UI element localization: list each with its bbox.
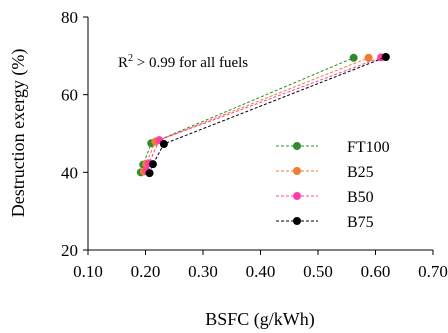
x-tick-label: 0.40 [246, 262, 276, 281]
series-layer [136, 52, 390, 178]
annotation-superscript: 2 [128, 53, 133, 64]
series-b25 [139, 53, 373, 176]
series-line [149, 56, 387, 174]
x-tick-label: 0.50 [303, 262, 333, 281]
annotation-prefix: R [118, 55, 128, 71]
data-point [148, 160, 157, 169]
x-ticks: 0.10 0.20 0.30 0.40 0.50 0.60 0.70 [73, 250, 448, 281]
legend-item-b75: B75 [276, 214, 374, 231]
y-axis-title: Destruction exergy (%) [8, 49, 29, 218]
legend-marker [293, 192, 301, 200]
series-line [140, 57, 354, 173]
y-tick-label: 60 [61, 86, 78, 105]
series-ft100 [136, 53, 358, 177]
data-point [145, 169, 154, 178]
annotation: R2 > 0.99 for all fuels [118, 53, 248, 71]
legend-marker [293, 142, 301, 150]
y-ticks: 20 40 60 80 [61, 8, 88, 260]
y-tick-label: 40 [61, 163, 78, 182]
legend-label: B75 [347, 214, 374, 231]
y-tick-label: 20 [61, 241, 78, 260]
y-tick-label: 80 [61, 8, 78, 27]
legend-label: B25 [347, 164, 374, 181]
legend-marker [293, 167, 301, 175]
legend-item-ft100: FT100 [276, 139, 390, 156]
data-point [381, 52, 390, 61]
series-line [143, 57, 369, 172]
legend-item-b25: B25 [276, 164, 374, 181]
data-point [159, 139, 168, 148]
plot-area [87, 17, 433, 251]
data-point [349, 53, 358, 62]
x-tick-label: 0.60 [361, 262, 391, 281]
x-tick-label: 0.20 [131, 262, 161, 281]
series-line [146, 56, 382, 171]
legend-label: FT100 [347, 139, 390, 156]
legend-marker [293, 217, 301, 225]
annotation-suffix: > 0.99 for all fuels [133, 55, 248, 71]
legend: FT100 B25 B50 B75 [276, 139, 390, 231]
x-axis-title: BSFC (g/kWh) [205, 309, 315, 330]
x-tick-label: 0.70 [418, 262, 448, 281]
x-tick-label: 0.10 [73, 262, 103, 281]
series-b75 [145, 52, 390, 178]
x-tick-label: 0.30 [188, 262, 218, 281]
data-point [364, 53, 373, 62]
legend-label: B50 [347, 189, 374, 206]
legend-item-b50: B50 [276, 189, 374, 206]
